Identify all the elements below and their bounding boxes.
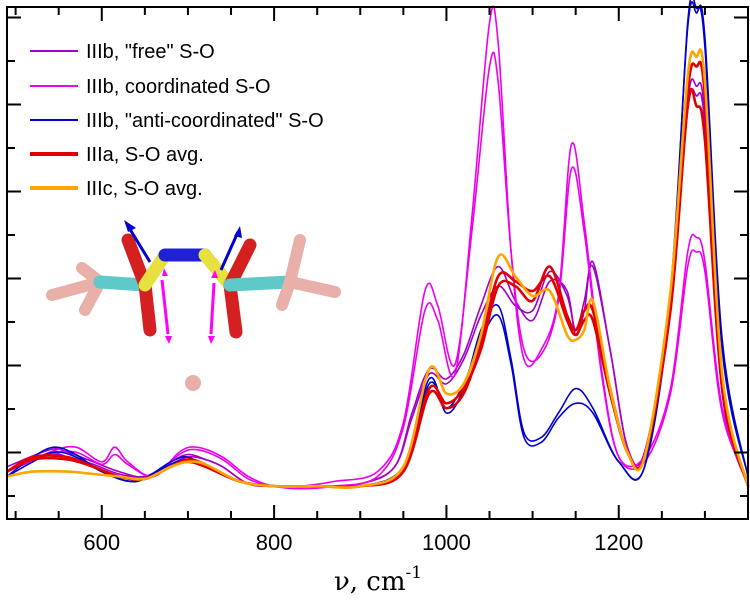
legend-item-3: IIIb, "anti-coordinated" S-O bbox=[30, 110, 324, 132]
series-line-iiib-coord-2 bbox=[6, 51, 749, 488]
legend-item-1: IIIb, "free" S-O bbox=[30, 41, 215, 63]
series-line-iiib-anti-4 bbox=[6, 0, 749, 489]
x-axis-title-text: ν, cm bbox=[334, 567, 406, 597]
series-layer bbox=[6, 0, 750, 490]
plot-frame bbox=[6, 6, 749, 520]
x-tick-label: 1000 bbox=[422, 530, 471, 555]
legend-item-2: IIIb, coordinated S-O bbox=[30, 76, 271, 98]
series-line-iiib-anti-5 bbox=[6, 1, 749, 489]
y-axis-ticks bbox=[7, 16, 748, 497]
x-axis-title: ν, cm-1 bbox=[334, 563, 422, 597]
x-axis-title-superscript: -1 bbox=[406, 563, 423, 583]
molecule-bonds bbox=[46, 233, 341, 391]
x-axis-ticks: 600 800 1000 1200 bbox=[14, 7, 706, 555]
legend-label: IIIb, coordinated S-O bbox=[86, 76, 271, 98]
x-tick-label: 600 bbox=[83, 530, 120, 555]
legend-label: IIIc, S-O avg. bbox=[86, 178, 203, 200]
legend-label: IIIb, "anti-coordinated" S-O bbox=[86, 110, 324, 132]
vibration-arrows bbox=[124, 220, 242, 344]
legend-label: IIIb, "free" S-O bbox=[86, 41, 215, 63]
legend-item-4: IIIa, S-O avg. bbox=[30, 144, 204, 166]
legend: IIIb, "free" S-O IIIb, coordinated S-O I… bbox=[30, 41, 324, 200]
x-tick-label: 1200 bbox=[594, 530, 643, 555]
molecule-inset bbox=[46, 220, 341, 391]
legend-item-5: IIIc, S-O avg. bbox=[30, 178, 203, 200]
legend-label: IIIa, S-O avg. bbox=[86, 144, 204, 166]
series-line-iiic-8 bbox=[6, 48, 750, 489]
x-tick-label: 800 bbox=[256, 530, 293, 555]
